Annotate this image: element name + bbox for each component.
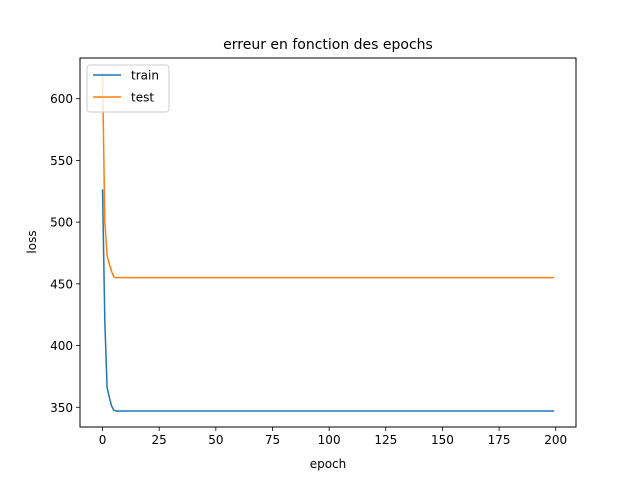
x-axis: 0 25 50 75 100 125 150 175 200 [99, 427, 567, 447]
plot-lines [101, 73, 555, 412]
series-line-train [101, 189, 555, 412]
y-tick-label: 450 [50, 277, 73, 291]
legend-label-test: test [131, 91, 154, 105]
y-axis-label: loss [25, 230, 39, 253]
x-tick-label: 100 [318, 433, 341, 447]
axes-frame [79, 57, 577, 428]
x-tick-label: 125 [374, 433, 397, 447]
y-tick-label: 600 [50, 92, 73, 106]
x-tick-label: 150 [431, 433, 454, 447]
x-tick-label: 50 [208, 433, 223, 447]
x-tick-label: 0 [99, 433, 107, 447]
y-tick-label: 500 [50, 216, 73, 230]
legend-label-train: train [131, 69, 159, 83]
chart-title: erreur en fonction des epochs [223, 37, 433, 53]
y-axis: 350 400 450 500 550 600 [50, 92, 80, 415]
series-line-test [101, 73, 555, 279]
y-tick-label: 550 [50, 154, 73, 168]
legend-box [86, 64, 170, 113]
x-axis-label: epoch [310, 457, 347, 471]
x-tick-label: 175 [488, 433, 511, 447]
x-tick-label: 75 [265, 433, 280, 447]
x-tick-label: 200 [544, 433, 567, 447]
y-tick-label: 350 [50, 401, 73, 415]
x-tick-label: 25 [152, 433, 167, 447]
y-tick-label: 400 [50, 339, 73, 353]
legend: train test [86, 64, 170, 113]
